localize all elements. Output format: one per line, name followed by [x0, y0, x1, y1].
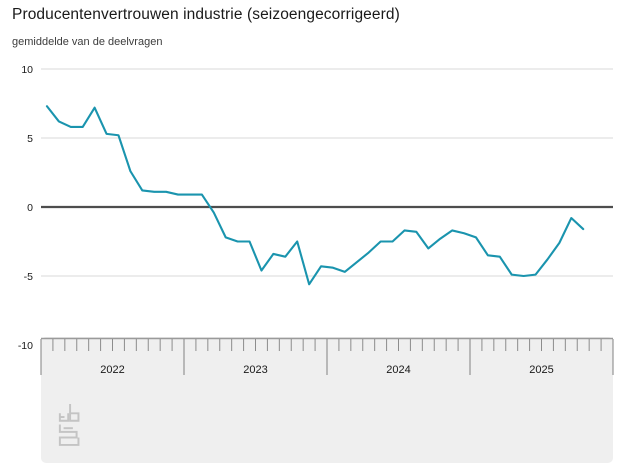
x-axis-ticks [40, 339, 614, 375]
y-axis-tick-label: 5 [27, 133, 33, 145]
x-axis-tick-label: 2024 [386, 364, 410, 376]
x-axis-tick-label: 2025 [529, 364, 553, 376]
x-axis-tick-labels: 2022 2023 2024 2025 [100, 364, 553, 376]
y-axis-tick-label: -10 [18, 340, 33, 352]
page-title: Producentenvertrouwen industrie (seizoen… [12, 6, 400, 23]
x-axis-tick-label: 2022 [100, 364, 124, 376]
y-axis-tick-label: 10 [21, 64, 33, 76]
chart-subtitle: gemiddelde van de deelvragen [12, 36, 163, 48]
y-axis-tick-labels: 10 5 0 -5 -10 [18, 64, 33, 352]
data-series-line [45, 105, 585, 286]
cbs-logo [58, 404, 80, 446]
y-axis-tick-label: 0 [27, 202, 33, 214]
x-axis-tick-label: 2023 [243, 364, 267, 376]
y-axis-tick-label: -5 [24, 271, 33, 283]
